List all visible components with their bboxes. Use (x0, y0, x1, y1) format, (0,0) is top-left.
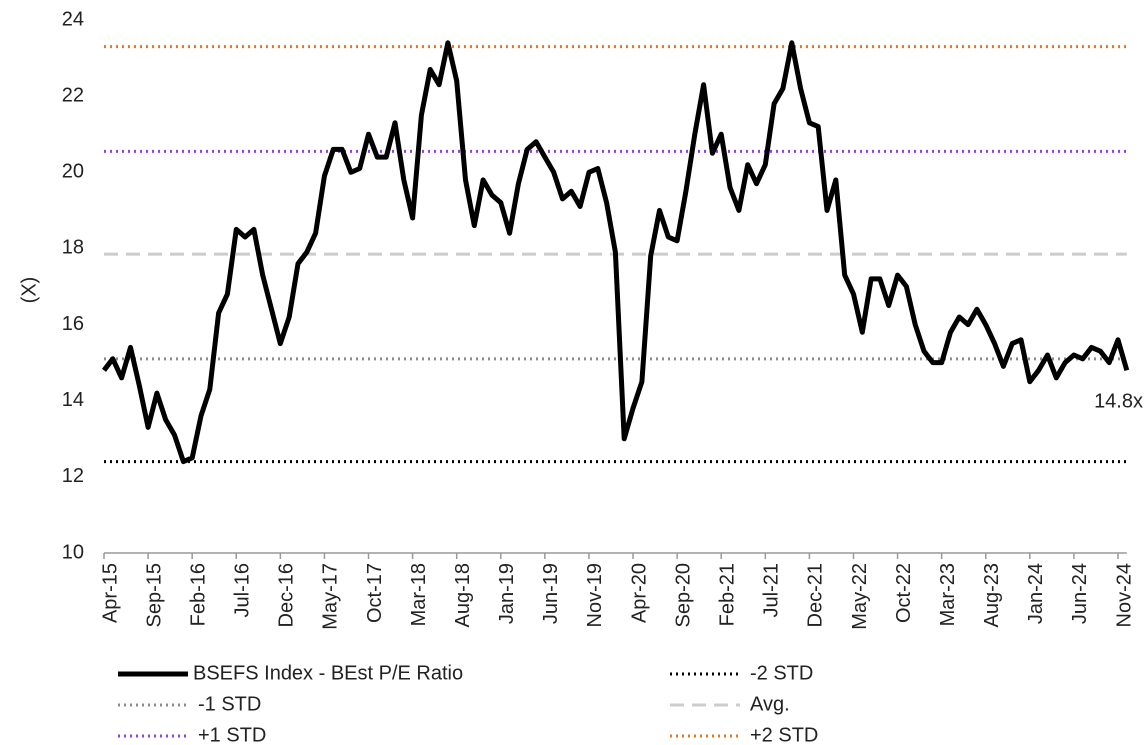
x-tick-label: Sep-20 (672, 563, 694, 628)
x-tick-label: Mar-23 (937, 563, 959, 626)
y-tick-label: 24 (62, 8, 84, 30)
x-tick-label: Jul-21 (761, 563, 783, 617)
y-tick-label: 12 (62, 465, 84, 487)
data-line (102, 40, 1130, 465)
y-tick-label: 16 (62, 313, 84, 335)
x-tick-label: Dec-21 (805, 563, 827, 627)
x-tick-label: Nov-19 (584, 563, 606, 627)
x-tick-label: Feb-21 (716, 563, 738, 626)
x-tick-label: Apr-20 (628, 563, 650, 623)
y-tick-label: 14 (62, 389, 84, 411)
y-axis-label: (X) (18, 277, 40, 304)
legend-label: Avg. (750, 693, 790, 715)
x-tick-label: Aug-18 (452, 563, 474, 628)
y-tick-label: 20 (62, 161, 84, 183)
x-tick-label: Jan-24 (1025, 563, 1047, 624)
y-tick-label: 10 (62, 541, 84, 563)
x-tick-label: Apr-15 (99, 563, 121, 623)
legend-label: BSEFS Index - BEst P/E Ratio (193, 662, 463, 684)
x-tick-label: Dec-16 (276, 563, 298, 627)
x-tick-label: Mar-18 (408, 563, 430, 626)
x-tick-label: Nov-24 (1113, 563, 1135, 627)
legend-label: -1 STD (198, 693, 261, 715)
x-tick-label: Sep-15 (143, 563, 165, 628)
x-tick-label: Aug-23 (981, 563, 1003, 628)
x-tick-label: Oct-22 (893, 563, 915, 623)
annotation: 14.8x (1094, 391, 1143, 413)
x-tick-label: Feb-16 (187, 563, 209, 626)
x-tick-label: Jun-19 (540, 563, 562, 624)
legend-label: +2 STD (750, 724, 818, 745)
x-tick-label: May-22 (849, 563, 871, 630)
x-tick-label: Jun-24 (1069, 563, 1091, 624)
y-tick-label: 22 (62, 84, 84, 106)
x-tick-label: May-17 (320, 563, 342, 630)
y-tick-label: 18 (62, 237, 84, 259)
x-tick-label: Jul-16 (232, 563, 254, 617)
x-tick-label: Oct-17 (364, 563, 386, 623)
legend-label: +1 STD (198, 724, 266, 745)
x-tick-label: Jan-19 (496, 563, 518, 624)
legend-label: -2 STD (750, 662, 813, 684)
